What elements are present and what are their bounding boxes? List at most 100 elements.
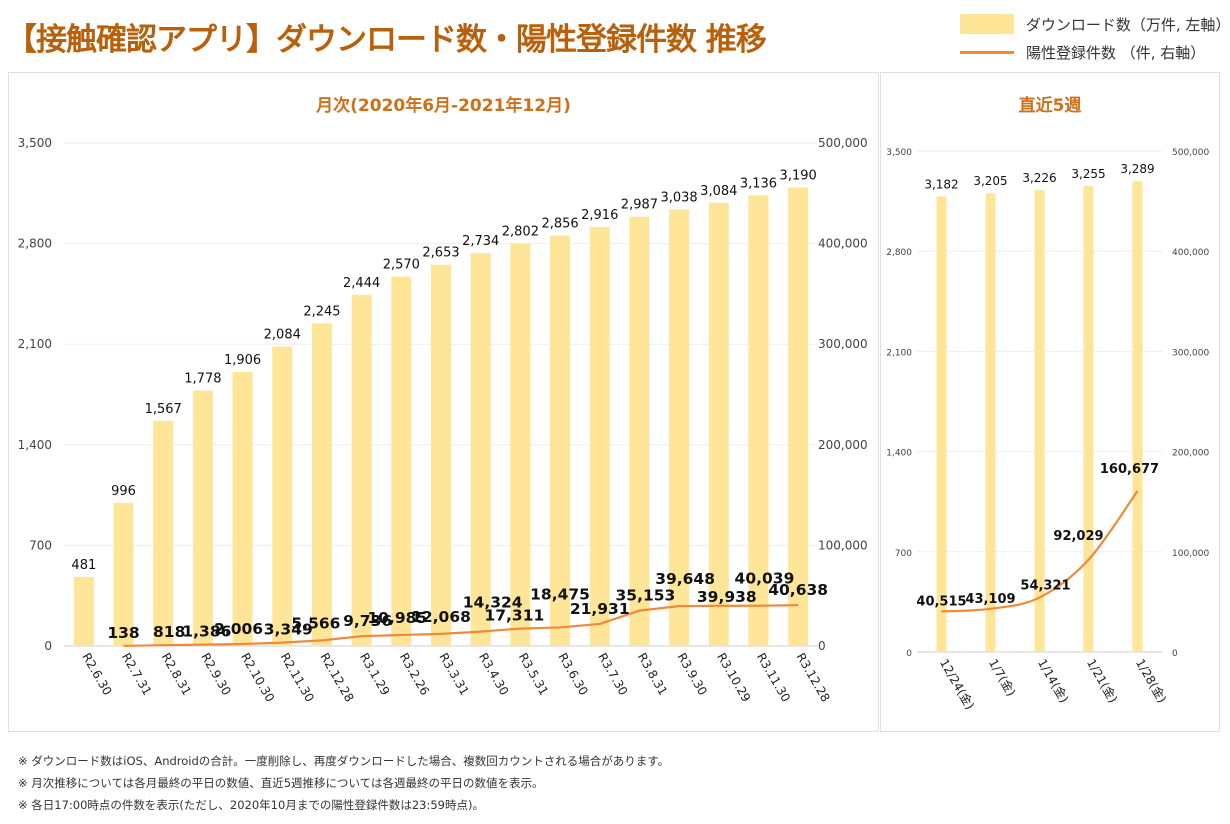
monthly-bar-label: 3,038 <box>660 190 697 205</box>
legend-swatch-line <box>960 50 1014 54</box>
monthly-left-tick-label: 700 <box>29 538 52 552</box>
weekly-line-label: 92,029 <box>1053 529 1103 544</box>
monthly-category-label: R3.10.29 <box>714 651 753 705</box>
weekly-bar-label: 3,289 <box>1120 162 1154 176</box>
weekly-bar-label: 3,205 <box>973 174 1007 188</box>
monthly-bar-label: 1,778 <box>184 371 221 386</box>
monthly-bar <box>748 195 769 646</box>
legend-label-downloads: ダウンロード数（万件, 左軸） <box>1025 15 1230 34</box>
weekly-bar <box>1083 186 1094 652</box>
weekly-right-tick-label: 200,000 <box>1172 449 1209 459</box>
monthly-right-tick-label: 100,000 <box>818 538 868 552</box>
monthly-right-tick-label: 200,000 <box>818 438 868 452</box>
monthly-bar-label: 2,856 <box>541 217 578 232</box>
monthly-category-label: R3.12.28 <box>794 651 833 705</box>
monthly-line-label: 14,324 <box>463 594 523 612</box>
monthly-bar <box>629 216 650 646</box>
monthly-category-label: R3.8.31 <box>635 651 670 698</box>
monthly-bar-label: 3,084 <box>700 184 737 199</box>
footnote-3: ※ 各日17:00時点の件数を表示(ただし、2020年10月までの陽性登録件数は… <box>18 798 484 812</box>
monthly-line-label: 818 <box>153 623 185 641</box>
monthly-bar-label: 2,653 <box>422 246 459 261</box>
weekly-bar <box>936 196 947 653</box>
weekly-line-label: 43,109 <box>965 592 1015 607</box>
monthly-left-tick-label: 0 <box>44 639 52 653</box>
monthly-line-label: 9,736 <box>343 612 392 630</box>
legend-item-positives: 陽性登録件数 （件, 右軸） <box>960 38 1230 66</box>
footnote-1: ※ ダウンロード数はiOS、Androidの合計。一度削除し、再度ダウンロードし… <box>18 754 670 768</box>
monthly-line-label: 12,068 <box>411 608 471 626</box>
monthly-right-tick-label: 400,000 <box>818 237 868 251</box>
weekly-chart-title: 直近5週 <box>1018 96 1082 116</box>
monthly-bar-label: 2,245 <box>303 304 340 319</box>
monthly-bar-label: 2,734 <box>462 234 499 249</box>
weekly-category-label: 1/28(金) <box>1133 656 1170 705</box>
weekly-right-tick-label: 400,000 <box>1172 248 1209 258</box>
monthly-bar-label: 1,567 <box>145 402 182 417</box>
monthly-category-label: R3.4.30 <box>476 651 511 698</box>
monthly-category-label: R3.3.31 <box>436 651 471 698</box>
monthly-bar-label: 2,084 <box>264 327 301 342</box>
monthly-category-label: R3.7.30 <box>595 651 630 698</box>
monthly-bar <box>232 372 253 646</box>
weekly-bar <box>1132 181 1143 653</box>
weekly-left-tick-label: 700 <box>895 549 912 559</box>
monthly-chart-title: 月次(2020年6月-2021年12月) <box>316 96 571 116</box>
monthly-category-label: R3.9.30 <box>675 651 710 698</box>
monthly-bar <box>311 323 332 646</box>
weekly-bar-label: 3,182 <box>924 178 958 192</box>
monthly-line-label: 5,566 <box>291 614 340 632</box>
monthly-category-label: R3.2.26 <box>397 651 432 698</box>
monthly-positives-line <box>123 604 799 647</box>
monthly-line-label: 3,349 <box>264 621 313 639</box>
weekly-line-label: 160,677 <box>1100 462 1159 477</box>
monthly-line-label: 35,153 <box>616 587 676 605</box>
monthly-bar-label: 2,444 <box>343 276 380 291</box>
monthly-bar-label: 2,802 <box>502 224 539 239</box>
weekly-category-label: 1/21(金) <box>1084 656 1121 705</box>
legend-label-positives: 陽性登録件数 （件, 右軸） <box>1026 43 1206 62</box>
monthly-bar <box>153 420 174 646</box>
monthly-bar <box>589 226 610 646</box>
monthly-category-label: R3.1.29 <box>357 651 392 698</box>
monthly-line-label: 40,638 <box>768 581 828 599</box>
monthly-bar <box>113 502 134 646</box>
monthly-line-label: 1,386 <box>182 623 231 641</box>
monthly-category-label: R3.6.30 <box>555 651 590 698</box>
weekly-right-tick-label: 300,000 <box>1172 348 1209 358</box>
monthly-bar <box>470 253 491 646</box>
monthly-left-tick-label: 1,400 <box>18 438 52 452</box>
monthly-line-label: 39,648 <box>655 570 715 588</box>
monthly-bar <box>192 390 213 646</box>
monthly-bar <box>351 294 372 646</box>
monthly-category-label: R2.6.30 <box>79 651 114 698</box>
monthly-bar <box>73 576 94 646</box>
monthly-category-label: R3.11.30 <box>754 651 793 705</box>
monthly-category-label: R2.10.30 <box>238 651 277 705</box>
weekly-left-tick-label: 1,400 <box>886 449 912 459</box>
monthly-bar <box>708 202 729 646</box>
legend-swatch-bar <box>960 14 1014 34</box>
weekly-line-label: 54,321 <box>1020 579 1070 594</box>
monthly-bar <box>669 209 690 646</box>
weekly-bar <box>985 193 996 652</box>
weekly-right-tick-label: 500,000 <box>1172 148 1209 158</box>
monthly-category-label: R2.9.30 <box>198 651 233 698</box>
weekly-right-tick-label: 0 <box>1172 649 1178 659</box>
monthly-category-label: R2.11.30 <box>278 651 317 705</box>
weekly-left-tick-label: 2,100 <box>886 348 912 358</box>
page-title: 【接触確認アプリ】ダウンロード数・陽性登録件数 推移 <box>6 22 767 58</box>
monthly-bar-label: 481 <box>71 558 96 573</box>
monthly-bar <box>272 346 293 646</box>
legend: ダウンロード数（万件, 左軸） 陽性登録件数 （件, 右軸） <box>960 10 1230 66</box>
monthly-category-label: R2.7.31 <box>119 651 154 698</box>
weekly-positives-line <box>941 490 1139 613</box>
monthly-line-label: 40,039 <box>735 570 795 588</box>
weekly-bar-label: 3,226 <box>1022 171 1056 185</box>
monthly-line-label: 10,985 <box>367 609 427 627</box>
weekly-bar-label: 3,255 <box>1071 167 1105 181</box>
monthly-bar <box>510 243 531 647</box>
weekly-right-tick-label: 100,000 <box>1172 549 1209 559</box>
weekly-left-tick-label: 0 <box>906 649 912 659</box>
monthly-bar-label: 3,190 <box>780 169 817 184</box>
